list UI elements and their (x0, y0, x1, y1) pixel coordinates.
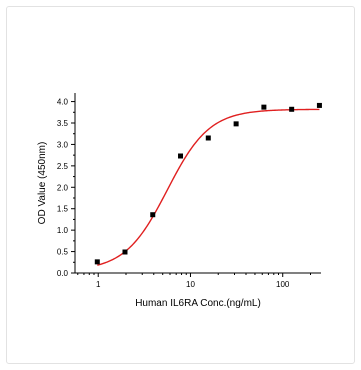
y-tick-label: 3.5 (57, 119, 69, 128)
y-tick-label: 0.0 (57, 269, 69, 278)
x-tick-label: 10 (186, 280, 195, 289)
data-point (94, 259, 100, 265)
data-point (122, 249, 128, 255)
y-tick-label: 1.5 (57, 205, 69, 214)
y-tick-label: 3.0 (57, 140, 69, 149)
y-ticks: 0.0 0.5 1.0 1.5 2.0 2.5 3.0 3.5 4.0 (57, 98, 75, 278)
x-tick-label: 100 (276, 280, 290, 289)
y-axis-label: OD Value (450nm) (37, 142, 48, 225)
data-point (178, 153, 184, 159)
data-point (233, 121, 239, 127)
data-point (261, 104, 267, 110)
y-tick-label: 1.0 (57, 226, 69, 235)
x-axis-label: Human IL6RA Conc.(ng/mL) (135, 298, 261, 309)
y-tick-label: 2.5 (57, 162, 69, 171)
data-point (316, 102, 322, 108)
chart-panel (6, 6, 355, 364)
data-point (289, 106, 295, 112)
data-point (205, 135, 211, 141)
x-tick-label: 1 (96, 280, 101, 289)
y-tick-label: 4.0 (57, 98, 69, 107)
fit-curve (97, 108, 320, 266)
data-point (150, 212, 156, 218)
x-ticks: 1 10 100 (77, 273, 311, 289)
y-tick-label: 2.0 (57, 183, 69, 192)
y-tick-label: 0.5 (57, 248, 69, 257)
data-points (94, 102, 322, 265)
